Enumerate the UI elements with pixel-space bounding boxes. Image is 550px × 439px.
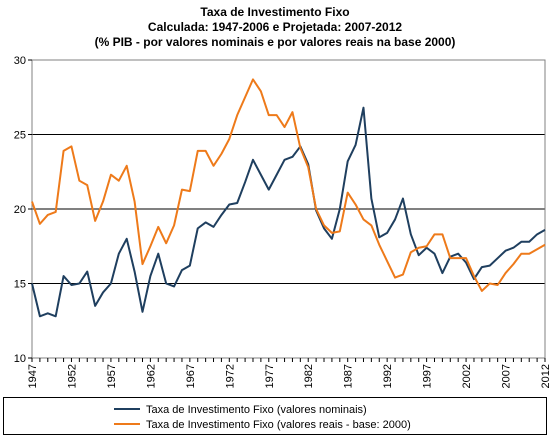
x-tick-label-1992: 1992 — [382, 364, 394, 388]
legend-label-real: Taxa de Investimento Fixo (valores reais… — [146, 419, 411, 431]
legend-swatch-nominal — [114, 408, 140, 411]
chart-title-block: Taxa de Investimento Fixo Calculada: 194… — [0, 5, 550, 50]
chart-units-note: (% PIB - por valores nominais e por valo… — [94, 35, 456, 49]
series-line-real — [31, 78, 546, 292]
x-tick-label-2012: 2012 — [540, 364, 550, 388]
y-tick-label-25: 25 — [14, 130, 26, 142]
x-tick-label-2007: 2007 — [501, 364, 513, 388]
y-tick-label-30: 30 — [14, 55, 26, 67]
chart-subtitle: Calculada: 1947-2006 e Projetada: 2007-2… — [147, 20, 403, 34]
x-tick-label-1947: 1947 — [27, 364, 39, 388]
series-lines — [31, 78, 546, 318]
legend-swatch-real — [114, 423, 140, 426]
y-tick-label-15: 15 — [14, 279, 26, 291]
x-tick-label-1967: 1967 — [185, 364, 197, 388]
x-tick-label-1982: 1982 — [303, 364, 315, 388]
x-tick-label-1972: 1972 — [224, 364, 236, 388]
legend-item-real: Taxa de Investimento Fixo (valores reais… — [114, 417, 411, 433]
chart-title: Taxa de Investimento Fixo — [200, 5, 350, 19]
y-tick-label-10: 10 — [14, 353, 26, 365]
y-tick-label-20: 20 — [14, 204, 26, 216]
x-tick-label-1957: 1957 — [106, 364, 118, 388]
x-tick-label-2002: 2002 — [461, 364, 473, 388]
chart-legend: Taxa de Investimento Fixo (valores nomin… — [3, 397, 547, 435]
series-line-nominal — [31, 106, 546, 318]
legend-label-nominal: Taxa de Investimento Fixo (valores nomin… — [146, 404, 367, 416]
x-tick-label-1977: 1977 — [264, 364, 276, 388]
axes: 10 15 20 25 30 1947 1952 1957 1962 1967 1972 1977 19… — [14, 55, 550, 388]
x-tick-label-1962: 1962 — [145, 364, 157, 388]
x-tick-label-1997: 1997 — [422, 364, 434, 388]
x-tick-label-1987: 1987 — [343, 364, 355, 388]
gridlines — [32, 134, 545, 284]
x-tick-label-1952: 1952 — [66, 364, 78, 388]
legend-item-nominal: Taxa de Investimento Fixo (valores nomin… — [114, 402, 367, 418]
